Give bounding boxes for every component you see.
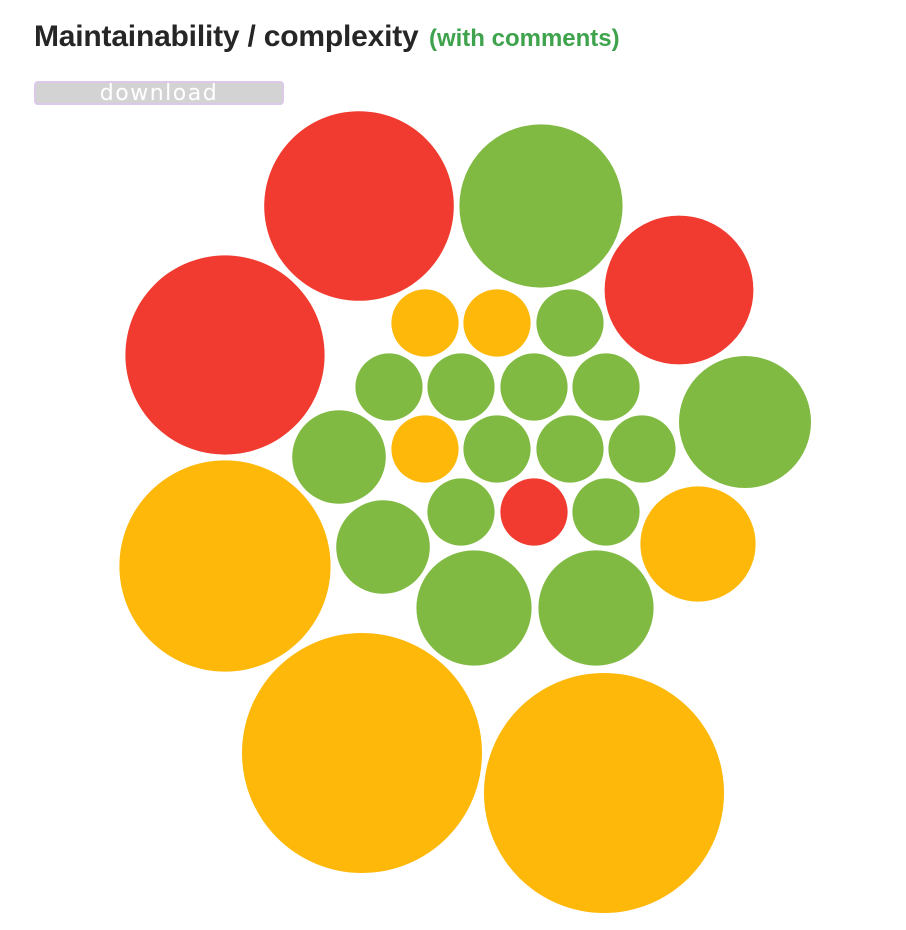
bubble-green[interactable] — [427, 353, 495, 421]
bubble-yellow[interactable] — [391, 415, 459, 483]
bubble-yellow[interactable] — [640, 486, 756, 602]
bubble-green[interactable] — [608, 415, 676, 483]
bubble-green[interactable] — [572, 478, 640, 546]
bubble-green[interactable] — [536, 415, 604, 483]
bubble-green[interactable] — [292, 410, 386, 504]
bubble-green[interactable] — [572, 353, 640, 421]
bubble-yellow[interactable] — [119, 460, 331, 672]
bubble-green[interactable] — [416, 550, 532, 666]
bubble-green[interactable] — [536, 289, 604, 357]
bubble-green[interactable] — [538, 550, 654, 666]
bubble-green[interactable] — [679, 356, 811, 488]
bubble-red[interactable] — [125, 255, 325, 455]
bubble-green[interactable] — [463, 415, 531, 483]
chart-header: Maintainability / complexity (with comme… — [34, 20, 620, 54]
bubble-yellow[interactable] — [391, 289, 459, 357]
bubble-green[interactable] — [500, 353, 568, 421]
bubble-yellow[interactable] — [484, 673, 724, 913]
bubble-green[interactable] — [459, 124, 623, 288]
bubble-yellow[interactable] — [463, 289, 531, 357]
bubble-green[interactable] — [336, 500, 430, 594]
bubble-red[interactable] — [604, 215, 754, 365]
bubble-yellow[interactable] — [242, 633, 482, 873]
bubble-red[interactable] — [264, 111, 454, 301]
download-button[interactable]: download — [34, 81, 284, 105]
bubble-green[interactable] — [355, 353, 423, 421]
bubble-red[interactable] — [500, 478, 568, 546]
chart-subtitle: (with comments) — [428, 25, 620, 52]
chart-title: Maintainability / complexity — [34, 20, 419, 53]
bubble-green[interactable] — [427, 478, 495, 546]
